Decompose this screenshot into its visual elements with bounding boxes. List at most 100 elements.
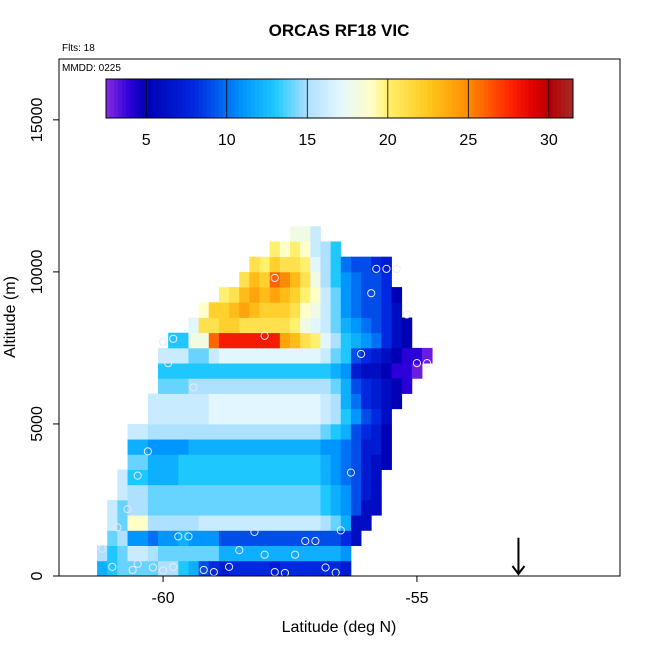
heatmap-cell (290, 363, 301, 379)
heatmap-cell (188, 545, 200, 562)
heatmap-cell (381, 347, 392, 364)
colorbar-swatch (568, 79, 574, 118)
heatmap-cell (259, 363, 271, 379)
heatmap-cell (340, 439, 352, 455)
heatmap-cell (259, 378, 271, 394)
heatmap-cell (198, 332, 210, 349)
heatmap-cell (290, 287, 301, 303)
heatmap-cell (391, 378, 403, 394)
heatmap-cell (310, 454, 321, 470)
colorbar-swatch (323, 79, 328, 118)
flight-point (382, 264, 391, 273)
heatmap-cell (310, 439, 321, 455)
colorbar-swatch (387, 79, 393, 118)
heatmap-cell (340, 484, 352, 501)
heatmap-cell (320, 545, 332, 562)
heatmap-cell (239, 560, 250, 577)
heatmap-cell (290, 484, 301, 501)
heatmap-cell (340, 408, 352, 425)
heatmap-cell (229, 560, 240, 577)
heatmap-cell (350, 454, 362, 470)
heatmap-cell (269, 271, 281, 288)
heatmap-cell (300, 363, 311, 379)
heatmap-cell (310, 393, 321, 410)
heatmap-cell (168, 515, 179, 531)
heatmap-cell (117, 560, 128, 577)
heatmap-cell (401, 347, 413, 364)
heatmap-cell (391, 317, 403, 334)
heatmap-cell (249, 256, 260, 273)
heatmap-cell (249, 363, 260, 379)
heatmap-cell (158, 560, 169, 577)
heatmap-cell (340, 317, 352, 334)
colorbar-swatch (403, 79, 409, 118)
heatmap-cell (330, 271, 342, 288)
heatmap-cell (239, 423, 250, 440)
heatmap-cell (168, 439, 179, 455)
heatmap-cell (269, 408, 281, 425)
heatmap-cell (188, 363, 200, 379)
x-tick-label: -55 (405, 590, 428, 607)
heatmap-cell (137, 454, 149, 470)
heatmap-cell (198, 499, 210, 516)
heatmap-cell (279, 499, 291, 516)
colorbar-swatch (226, 79, 232, 118)
heatmap-cell (198, 560, 210, 577)
heatmap-cell (158, 530, 169, 546)
heatmap-cell (249, 560, 260, 577)
colorbar-swatch (142, 79, 147, 118)
heatmap-cell (310, 271, 321, 288)
heatmap-cell (269, 256, 281, 273)
heatmap-cell (147, 560, 159, 577)
heatmap-cell (300, 393, 311, 410)
heatmap-cell (290, 241, 301, 258)
colorbar-swatch (230, 79, 236, 118)
flight-point (133, 471, 142, 480)
heatmap-cell (310, 499, 321, 516)
flight-point (422, 359, 432, 368)
heatmap-cell (320, 332, 332, 349)
heatmap-cell (208, 393, 220, 410)
heatmap-cell (330, 363, 342, 379)
heatmap-cell (218, 484, 230, 501)
heatmap-cell (320, 560, 332, 577)
heatmap-cell (208, 454, 220, 470)
heatmap-cell (279, 439, 291, 455)
heatmap-cell (300, 454, 311, 470)
heatmap-cell (107, 530, 118, 546)
heatmap-cell (361, 363, 372, 379)
colorbar-swatch (267, 79, 272, 118)
heatmap-cell (208, 332, 220, 349)
colorbar-swatch (556, 79, 562, 118)
heatmap-cell (330, 454, 342, 470)
heatmap-cell (361, 393, 372, 410)
heatmap-cell (371, 499, 382, 516)
heatmap-cell (391, 347, 403, 364)
heatmap-cell (290, 393, 301, 410)
heatmap-cell (218, 515, 230, 531)
heatmap-cell (188, 439, 200, 455)
heatmap-cell (279, 347, 291, 364)
colorbar-swatch (198, 79, 204, 118)
heatmap-cell (381, 317, 392, 334)
colorbar-swatch (359, 79, 365, 118)
heatmap-cell (269, 530, 281, 546)
colorbar-swatch (134, 79, 139, 118)
heatmap-cell (269, 423, 281, 440)
heatmap-cell (310, 545, 321, 562)
heatmap-cell (350, 499, 362, 516)
heatmap-cell (310, 515, 321, 531)
colorbar-swatch (271, 79, 276, 118)
colorbar-swatch (500, 79, 505, 118)
heatmap-cell (381, 302, 392, 318)
heatmap-cell (320, 378, 332, 394)
heatmap-cell (310, 226, 321, 242)
colorbar-swatch (516, 79, 522, 118)
colorbar-swatch (130, 79, 135, 118)
heatmap-cell (218, 302, 230, 318)
colorbar-swatch (383, 79, 389, 118)
heatmap-cell (158, 363, 169, 379)
heatmap-cell (320, 515, 332, 531)
colorbar-swatch (150, 79, 155, 118)
flight-point (260, 550, 269, 559)
